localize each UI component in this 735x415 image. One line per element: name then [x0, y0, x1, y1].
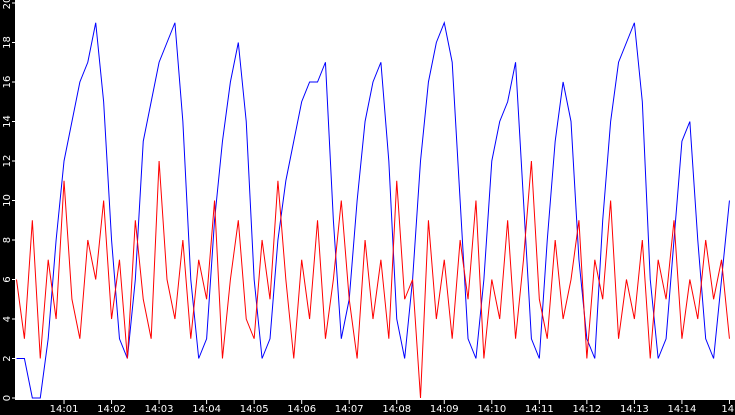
x-tick-label: 14:10: [477, 404, 506, 415]
y-tick-label: 4: [2, 316, 13, 322]
y-tick-label: 14: [2, 115, 13, 128]
x-tick-label: 14:12: [572, 404, 601, 415]
x-tick-label: 14:05: [240, 404, 269, 415]
y-tick-label: 20: [2, 0, 13, 9]
x-tick-label: 14:11: [525, 404, 554, 415]
y-tick-label: 10: [2, 194, 13, 207]
y-tick-label: 6: [2, 276, 13, 282]
x-tick-label: 14:: [721, 404, 735, 415]
y-tick-label: 0: [2, 395, 13, 401]
x-tick-label: 14:08: [382, 404, 411, 415]
data-line: [16, 160, 730, 399]
y-tick-label: 2: [2, 355, 13, 361]
x-tick-label: 14:13: [620, 404, 649, 415]
x-tick-label: 14:07: [335, 404, 364, 415]
x-tick-label: 14:14: [668, 404, 697, 415]
x-tick-label: 14:02: [97, 404, 126, 415]
data-line: [16, 21, 730, 399]
y-tick-label: 18: [2, 36, 13, 49]
y-tick-label: 8: [2, 237, 13, 243]
y-tick-label: 12: [2, 155, 13, 168]
x-tick-label: 14:06: [287, 404, 316, 415]
plot-area: [15, 0, 735, 400]
x-tick-label: 14:03: [145, 404, 174, 415]
x-tick-label: 14:09: [430, 404, 459, 415]
x-tick-label: 14:04: [192, 404, 221, 415]
y-tick-label: 16: [2, 76, 13, 89]
x-tick-label: 14:01: [50, 404, 79, 415]
